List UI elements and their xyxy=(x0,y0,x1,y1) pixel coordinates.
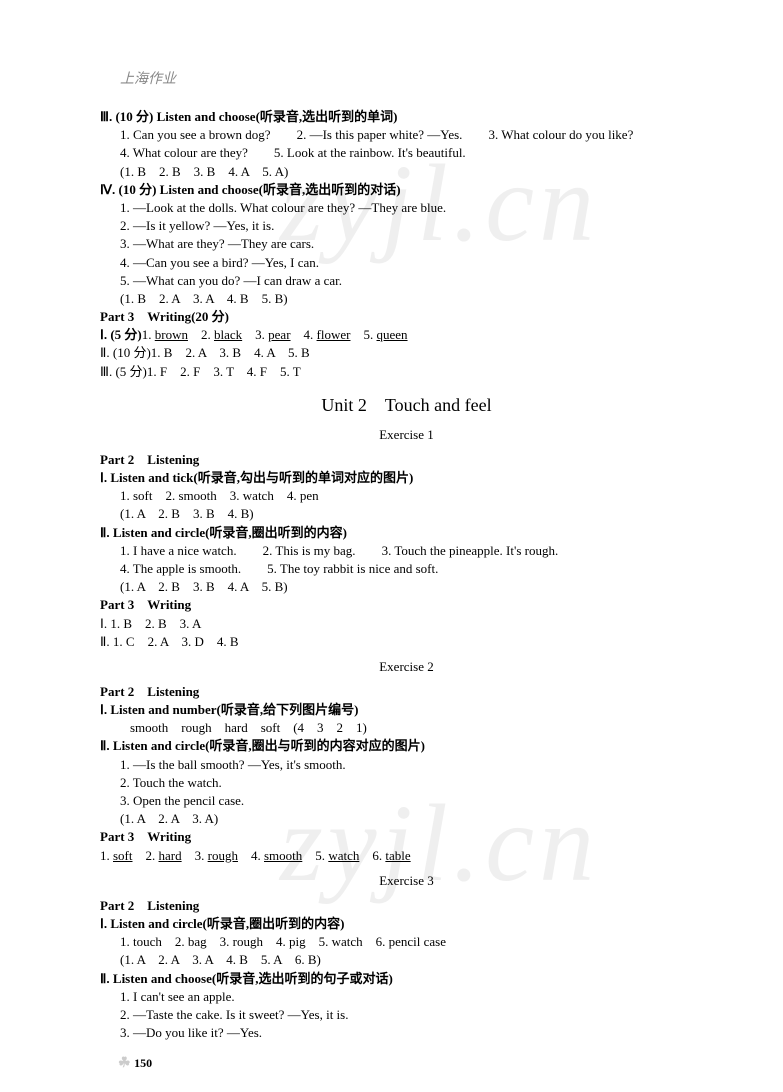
sec4-q5: 5. —What can you do? —I can draw a car. xyxy=(100,272,713,290)
ex2-sec1-line1: smooth rough hard soft (4 3 2 1) xyxy=(100,719,713,737)
part3-line1: Ⅰ. (5 分)1. brown 2. black 3. pear 4. flo… xyxy=(100,326,713,344)
part3-header: Part 3 Writing(20 分) xyxy=(100,308,713,326)
ex2-part2: Part 2 Listening xyxy=(100,683,713,701)
header-logo: 上海作业 xyxy=(120,68,176,88)
sec3-row1: 1. Can you see a brown dog? 2. —Is this … xyxy=(100,126,713,144)
ex3-sec1-title: Ⅰ. Listen and circle(听录音,圈出听到的内容) xyxy=(100,915,713,933)
ex3-sec2-title: Ⅱ. Listen and choose(听录音,选出听到的句子或对话) xyxy=(100,970,713,988)
sec3-title: Ⅲ. (10 分) Listen and choose(听录音,选出听到的单词) xyxy=(100,108,713,126)
ex1-sec1-line1: 1. soft 2. smooth 3. watch 4. pen xyxy=(100,487,713,505)
ex2-sec2-q2: 2. Touch the watch. xyxy=(100,774,713,792)
ex1-sec2-ans: (1. A 2. B 3. B 4. A 5. B) xyxy=(100,578,713,596)
ex3-title: Exercise 3 xyxy=(100,873,713,889)
ex3-sec2-q2: 2. —Taste the cake. Is it sweet? —Yes, i… xyxy=(100,1006,713,1024)
ex3-part2: Part 2 Listening xyxy=(100,897,713,915)
ex1-title: Exercise 1 xyxy=(100,427,713,443)
sec4-q1: 1. —Look at the dolls. What colour are t… xyxy=(100,199,713,217)
sec3-answers: (1. B 2. B 3. B 4. A 5. A) xyxy=(100,163,713,181)
ex1-sec2-title: Ⅱ. Listen and circle(听录音,圈出听到的内容) xyxy=(100,524,713,542)
ex1-sec1-ans: (1. A 2. B 3. B 4. B) xyxy=(100,505,713,523)
ex1-sec2-row1: 1. I have a nice watch. 2. This is my ba… xyxy=(100,542,713,560)
ex2-p3: 1. soft 2. hard 3. rough 4. smooth 5. wa… xyxy=(100,847,713,865)
ex2-sec2-q3: 3. Open the pencil case. xyxy=(100,792,713,810)
ex2-sec2-q1: 1. —Is the ball smooth? —Yes, it's smoot… xyxy=(100,756,713,774)
unit2-title: Unit 2 Touch and feel xyxy=(100,391,713,417)
sec4-answers: (1. B 2. A 3. A 4. B 5. B) xyxy=(100,290,713,308)
ex1-p3-line2: Ⅱ. 1. C 2. A 3. D 4. B xyxy=(100,633,713,651)
ex1-part3: Part 3 Writing xyxy=(100,596,713,614)
part3-line2: Ⅱ. (10 分)1. B 2. A 3. B 4. A 5. B xyxy=(100,344,713,362)
sec4-q4: 4. —Can you see a bird? —Yes, I can. xyxy=(100,254,713,272)
ex1-part2: Part 2 Listening xyxy=(100,451,713,469)
part3-line3: Ⅲ. (5 分)1. F 2. F 3. T 4. F 5. T xyxy=(100,363,713,381)
sec4-title: Ⅳ. (10 分) Listen and choose(听录音,选出听到的对话) xyxy=(100,181,713,199)
page-number: 150 xyxy=(118,1055,152,1072)
ex1-sec2-row2: 4. The apple is smooth. 5. The toy rabbi… xyxy=(100,560,713,578)
sec4-q2: 2. —Is it yellow? —Yes, it is. xyxy=(100,217,713,235)
ex2-part3: Part 3 Writing xyxy=(100,828,713,846)
ex3-sec2-q3: 3. —Do you like it? —Yes. xyxy=(100,1024,713,1042)
ex1-p3-line1: Ⅰ. 1. B 2. B 3. A xyxy=(100,615,713,633)
ex1-sec1-title: Ⅰ. Listen and tick(听录音,勾出与听到的单词对应的图片) xyxy=(100,469,713,487)
ex2-title: Exercise 2 xyxy=(100,659,713,675)
ex3-sec1-ans: (1. A 2. A 3. A 4. B 5. A 6. B) xyxy=(100,951,713,969)
ex3-sec2-q1: 1. I can't see an apple. xyxy=(100,988,713,1006)
sec3-row2: 4. What colour are they? 5. Look at the … xyxy=(100,144,713,162)
ex2-sec1-title: Ⅰ. Listen and number(听录音,给下列图片编号) xyxy=(100,701,713,719)
ex2-sec2-ans: (1. A 2. A 3. A) xyxy=(100,810,713,828)
ex3-sec1-line1: 1. touch 2. bag 3. rough 4. pig 5. watch… xyxy=(100,933,713,951)
ex2-sec2-title: Ⅱ. Listen and circle(听录音,圈出与听到的内容对应的图片) xyxy=(100,737,713,755)
sec4-q3: 3. —What are they? —They are cars. xyxy=(100,235,713,253)
